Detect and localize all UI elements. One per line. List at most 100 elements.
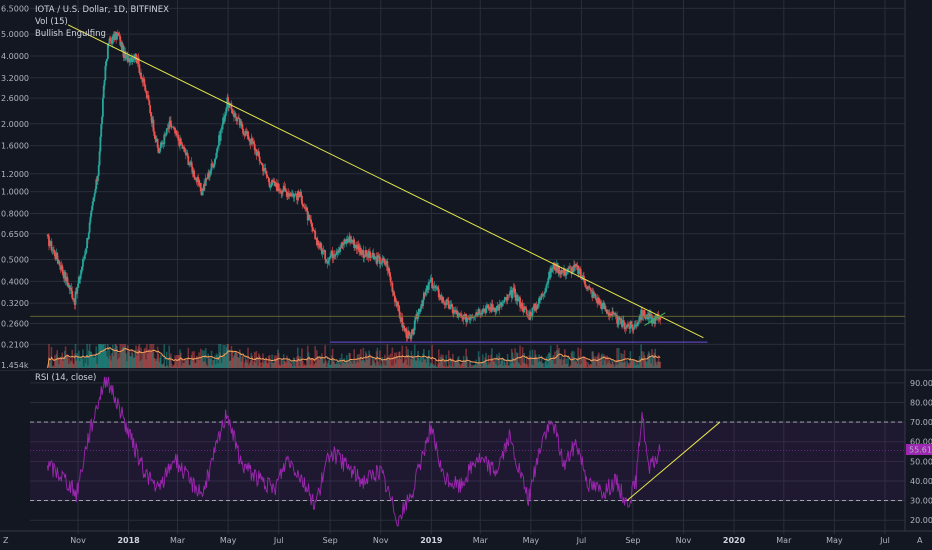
volume-bar — [646, 354, 649, 368]
volume-bar — [304, 365, 307, 368]
volume-bar — [125, 353, 127, 368]
volume-bar — [151, 352, 154, 368]
candle-body — [372, 252, 375, 256]
volume-bar — [105, 351, 107, 368]
volume-bar — [462, 362, 464, 368]
candle-body — [107, 43, 110, 45]
x-tick-label: 2019 — [420, 536, 443, 545]
candle-body — [308, 214, 311, 219]
volume-bar — [416, 355, 419, 368]
volume-bar — [436, 366, 438, 368]
volume-bar — [657, 355, 660, 368]
volume-bar — [469, 361, 472, 368]
volume-bar — [329, 365, 331, 368]
volume-bar — [626, 360, 628, 368]
candle-body — [156, 139, 159, 148]
volume-bar — [292, 366, 294, 368]
volume-bar — [450, 366, 453, 368]
volume-bar — [392, 365, 394, 368]
volume-bar — [189, 360, 192, 368]
volume-bar — [247, 347, 249, 368]
candle-body — [413, 320, 416, 331]
volume-bar — [495, 364, 497, 368]
candle-body — [310, 219, 312, 224]
volume-bar — [360, 349, 362, 368]
volume-bar — [582, 356, 584, 368]
candle-body — [313, 230, 316, 231]
volume-bar — [255, 351, 258, 368]
candle-body — [501, 302, 504, 307]
volume-bar — [101, 345, 103, 368]
volume-bar — [196, 356, 199, 368]
candle-body — [494, 307, 497, 312]
price-tick-label: 5.0000 — [1, 30, 29, 39]
volume-bar — [459, 366, 462, 368]
corner-label-left[interactable]: Z — [3, 536, 9, 545]
volume-bar — [142, 353, 145, 368]
volume-bar — [565, 358, 568, 368]
volume-bar — [381, 356, 384, 368]
candle-body — [449, 304, 452, 310]
volume-bar — [180, 365, 183, 368]
volume-bar — [248, 362, 251, 368]
volume-bar — [153, 358, 156, 368]
volume-bar — [272, 362, 275, 368]
volume-bar — [112, 344, 114, 368]
volume-bar — [317, 357, 320, 368]
volume-bar — [268, 355, 271, 368]
candle-body — [82, 258, 84, 267]
volume-bar — [559, 359, 562, 368]
candle-body — [131, 58, 134, 62]
volume-badge: 1.454k — [1, 361, 29, 370]
candle-body — [143, 79, 146, 85]
volume-bar — [550, 358, 553, 368]
volume-bar — [51, 366, 54, 368]
volume-bar — [53, 355, 56, 368]
volume-bar — [503, 359, 506, 368]
volume-bar — [72, 363, 74, 368]
volume-bar — [172, 365, 175, 368]
candle-body — [451, 304, 453, 308]
candle-body — [558, 265, 560, 274]
volume-bar — [126, 345, 129, 368]
volume-bar — [203, 350, 205, 368]
corner-label-right[interactable]: A — [917, 536, 923, 545]
volume-bar — [457, 356, 460, 368]
candle-body — [277, 183, 280, 190]
volume-bar — [654, 348, 657, 368]
volume-bar — [71, 349, 73, 368]
volume-bar — [165, 351, 168, 368]
volume-bar — [357, 362, 360, 368]
volume-bar — [173, 364, 176, 368]
volume-bar — [617, 364, 619, 368]
candle-body — [238, 117, 240, 119]
candle-body — [419, 308, 422, 312]
candle-body — [172, 126, 175, 128]
volume-bar — [168, 345, 171, 368]
volume-bar — [308, 356, 311, 368]
volume-bar — [492, 360, 495, 368]
candle-body — [589, 288, 592, 290]
candle-body — [472, 317, 475, 319]
volume-bar — [489, 361, 492, 368]
legend-symbol: IOTA / U.S. Dollar, 1D, BITFINEX — [35, 5, 169, 15]
candle-body — [353, 239, 356, 248]
volume-bar — [272, 362, 274, 368]
volume-bar — [414, 360, 417, 368]
candle-body — [262, 170, 265, 172]
volume-bar — [358, 353, 360, 368]
rsi-tick-label: 90.00 — [910, 379, 932, 388]
volume-bar — [92, 355, 94, 368]
volume-bar — [194, 362, 197, 368]
volume-bar — [271, 354, 273, 368]
x-tick-label: Jul — [879, 536, 890, 545]
candle-body — [587, 286, 589, 289]
volume-bar — [564, 349, 566, 368]
volume-bar — [544, 362, 546, 368]
x-tick-label: Sep — [323, 536, 338, 545]
volume-bar — [383, 364, 385, 368]
volume-bar — [525, 364, 527, 368]
rsi-trend-line — [626, 421, 721, 501]
candle-body — [473, 316, 476, 318]
volume-bar — [138, 344, 141, 368]
